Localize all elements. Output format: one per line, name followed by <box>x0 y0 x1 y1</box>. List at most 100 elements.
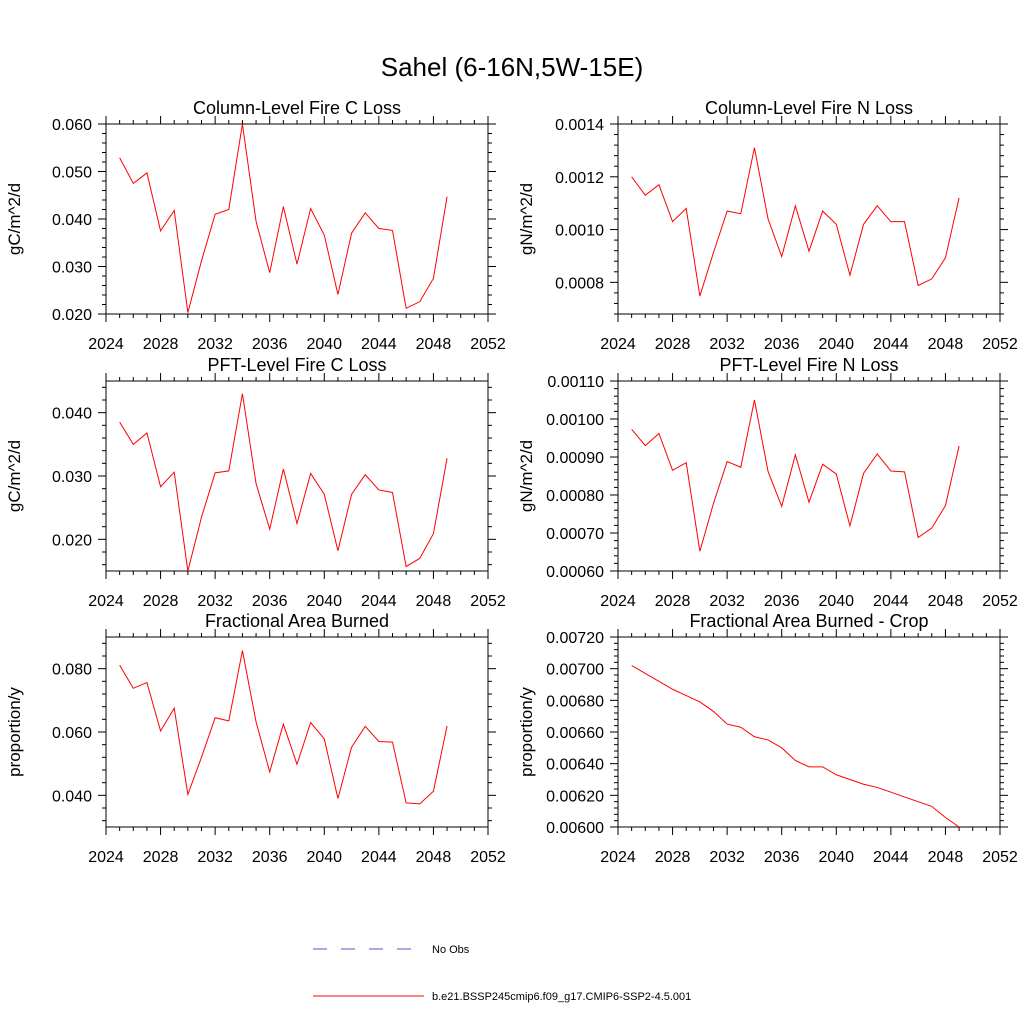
y-axis-label: gN/m^2/d <box>517 183 536 255</box>
y-tick-label: 0.00620 <box>546 788 604 805</box>
panel-5: Fractional Area Burned proportion/y 2024 20… <box>5 611 506 866</box>
y-tick-label: 0.00680 <box>546 693 604 710</box>
y-tick-label: 0.0008 <box>555 275 604 292</box>
y-tick-label: 0.050 <box>52 165 92 182</box>
plot-frame <box>105 636 489 828</box>
x-tick-label: 2028 <box>143 336 179 353</box>
y-tick-label: 0.040 <box>52 212 92 229</box>
panel-1: Column-Level Fire C Loss gC/m^2/d 2024 2028… <box>5 98 506 353</box>
x-tick-label: 2040 <box>818 849 854 866</box>
y-tick-label: 0.040 <box>52 788 92 805</box>
panel-title: Column-Level Fire N Loss <box>705 98 913 118</box>
series-line <box>631 665 960 828</box>
x-tick-label: 2024 <box>88 593 124 610</box>
y-axis-label: gC/m^2/d <box>5 440 24 512</box>
x-tick-label: 2048 <box>928 593 964 610</box>
y-tick-label: 0.0010 <box>555 223 604 240</box>
x-tick-label: 2032 <box>709 336 745 353</box>
x-tick-label: 2024 <box>88 849 124 866</box>
x-tick-label: 2028 <box>143 593 179 610</box>
x-tick-label: 2036 <box>764 593 800 610</box>
x-tick-label: 2032 <box>197 336 233 353</box>
panel-title: Fractional Area Burned - Crop <box>689 611 928 631</box>
x-tick-label: 2048 <box>416 593 452 610</box>
y-axis-label: proportion/y <box>517 687 536 777</box>
plot-frame <box>617 636 1001 828</box>
panel-title: PFT-Level Fire C Loss <box>207 355 386 375</box>
y-tick-label: 0.00090 <box>546 450 604 467</box>
x-tick-label: 2032 <box>709 593 745 610</box>
y-tick-label: 0.020 <box>52 532 92 549</box>
x-tick-label: 2024 <box>600 849 636 866</box>
y-tick-label: 0.00060 <box>546 564 604 581</box>
x-tick-label: 2028 <box>143 849 179 866</box>
panel-title: PFT-Level Fire N Loss <box>719 355 898 375</box>
x-tick-label: 2028 <box>655 336 691 353</box>
x-tick-label: 2040 <box>818 593 854 610</box>
plot-frame <box>617 380 1001 572</box>
x-tick-label: 2044 <box>873 849 909 866</box>
y-tick-label: 0.030 <box>52 469 92 486</box>
x-tick-label: 2044 <box>873 593 909 610</box>
x-tick-label: 2052 <box>470 849 506 866</box>
panel-2: Column-Level Fire N Loss gN/m^2/d 2024 2028… <box>517 98 1018 353</box>
x-tick-label: 2048 <box>928 849 964 866</box>
x-tick-label: 2052 <box>470 593 506 610</box>
y-tick-label: 0.0012 <box>555 170 604 187</box>
x-tick-label: 2040 <box>306 593 342 610</box>
x-tick-label: 2048 <box>416 336 452 353</box>
x-tick-label: 2044 <box>361 849 397 866</box>
x-tick-label: 2036 <box>764 849 800 866</box>
x-tick-label: 2028 <box>655 593 691 610</box>
legend-label-model: b.e21.BSSP245cmip6.f09_g17.CMIP6-SSP2-4.… <box>432 991 691 1003</box>
panel-4: PFT-Level Fire N Loss gN/m^2/d 2024 2028 203… <box>517 355 1018 610</box>
x-tick-label: 2040 <box>306 336 342 353</box>
series-line <box>631 399 960 552</box>
panel-6: Fractional Area Burned - Crop proportion/… <box>517 611 1018 866</box>
x-tick-label: 2040 <box>306 849 342 866</box>
panel-title: Column-Level Fire C Loss <box>193 98 401 118</box>
series-line <box>119 393 448 572</box>
series-line <box>119 123 448 313</box>
x-tick-label: 2052 <box>982 336 1018 353</box>
y-tick-label: 0.040 <box>52 406 92 423</box>
x-tick-label: 2052 <box>982 593 1018 610</box>
series-line <box>631 147 960 297</box>
legend-label-no-obs: No Obs <box>432 944 470 956</box>
y-tick-label: 0.00660 <box>546 725 604 742</box>
y-tick-label: 0.00100 <box>546 412 604 429</box>
y-axis-label: gN/m^2/d <box>517 440 536 512</box>
x-tick-label: 2040 <box>818 336 854 353</box>
x-tick-label: 2032 <box>197 849 233 866</box>
y-tick-label: 0.00600 <box>546 820 604 837</box>
x-tick-label: 2036 <box>764 336 800 353</box>
x-tick-label: 2052 <box>470 336 506 353</box>
x-tick-label: 2024 <box>600 593 636 610</box>
plot-frame <box>105 123 489 315</box>
y-tick-label: 0.00110 <box>547 374 604 391</box>
panel-3: PFT-Level Fire C Loss gC/m^2/d 2024 2028 203… <box>5 355 506 610</box>
y-axis-label: proportion/y <box>5 687 24 777</box>
figure-title: Sahel (6-16N,5W-15E) <box>381 52 644 82</box>
x-tick-label: 2024 <box>600 336 636 353</box>
y-tick-label: 0.030 <box>52 260 92 277</box>
panels: Column-Level Fire C Loss gC/m^2/d 2024 2028… <box>5 98 1018 866</box>
y-tick-label: 0.080 <box>52 662 92 679</box>
x-tick-label: 2044 <box>361 593 397 610</box>
y-tick-label: 0.00700 <box>546 662 604 679</box>
legend: No Obs b.e21.BSSP245cmip6.f09_g17.CMIP6-… <box>313 944 691 1003</box>
y-tick-label: 0.020 <box>52 307 92 324</box>
y-tick-label: 0.00080 <box>546 488 604 505</box>
y-tick-label: 0.00640 <box>546 757 604 774</box>
y-tick-label: 0.060 <box>52 117 92 134</box>
x-tick-label: 2044 <box>873 336 909 353</box>
series-line <box>119 650 448 805</box>
x-tick-label: 2044 <box>361 336 397 353</box>
y-tick-label: 0.00070 <box>546 526 604 543</box>
panel-title: Fractional Area Burned <box>205 611 389 631</box>
y-tick-label: 0.00720 <box>546 630 604 647</box>
x-tick-label: 2036 <box>252 849 288 866</box>
y-tick-label: 0.0014 <box>555 117 604 134</box>
x-tick-label: 2028 <box>655 849 691 866</box>
